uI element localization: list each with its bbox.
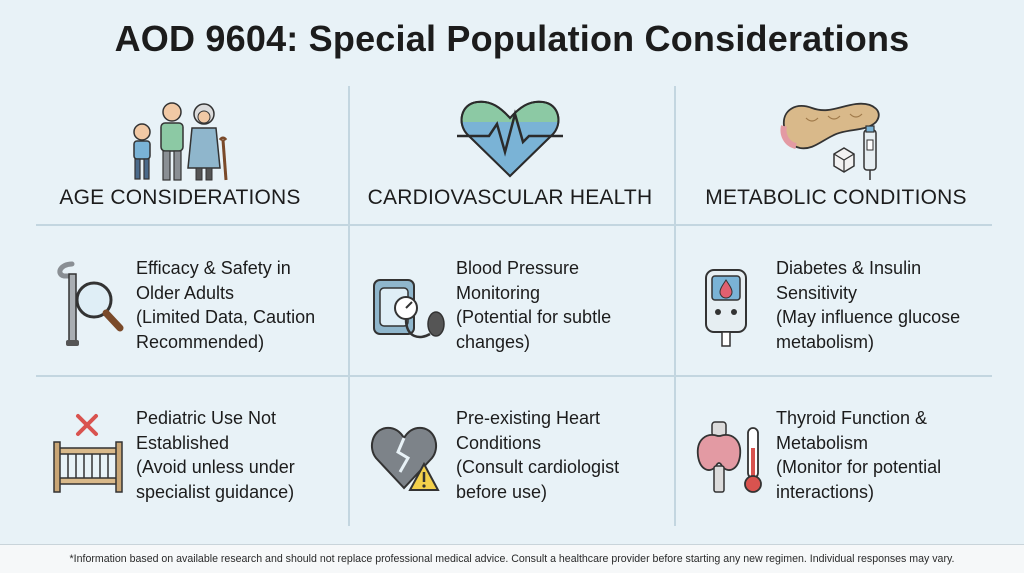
cell-title: Monitoring	[456, 282, 541, 303]
cell-note: (Consult cardiologist	[456, 457, 620, 477]
disclaimer-footer: *Information based on available research…	[0, 544, 1024, 573]
cell-title: Blood Pressure	[456, 258, 580, 278]
cell-title: Pre-existing Heart	[456, 408, 601, 428]
cell-text: Thyroid Function & Metabolism (Monitor f…	[776, 406, 988, 504]
cell-text: Blood Pressure Monitoring (Potential for…	[456, 256, 668, 354]
cell-diabetes: Diabetes & Insulin Sensitivity (May infl…	[680, 240, 990, 378]
row-divider	[36, 224, 992, 226]
column-age: AGE CONSIDERATIONS	[20, 92, 340, 222]
cell-title: Metabolism	[776, 432, 869, 453]
cell-title: Established	[136, 432, 230, 453]
cell-heart-conditions: Pre-existing Heart Conditions (Consult c…	[360, 390, 670, 528]
cell-note: (May influence glucose	[776, 307, 961, 327]
cell-note: (Limited Data, Caution	[136, 307, 316, 327]
cell-title: Older Adults	[136, 282, 235, 303]
cell-note: specialist guidance)	[136, 481, 295, 502]
thyroid-thermometer-icon	[696, 421, 762, 493]
cell-note: (Monitor for potential	[776, 457, 942, 477]
cell-note: changes)	[456, 331, 531, 352]
heartbeat-icon	[457, 100, 563, 178]
cell-older-adults: Efficacy & Safety in Older Adults (Limit…	[40, 240, 350, 378]
cell-text: Diabetes & Insulin Sensitivity (May infl…	[776, 256, 988, 354]
cell-text: Pre-existing Heart Conditions (Consult c…	[456, 406, 668, 504]
pancreas-insulin-icon	[780, 102, 880, 180]
column-divider	[348, 86, 350, 526]
cell-title: Sensitivity	[776, 282, 858, 303]
cell-title: Efficacy & Safety in	[136, 258, 291, 278]
column-heading: CARDIOVASCULAR HEALTH	[367, 186, 653, 209]
row-divider	[36, 375, 992, 377]
column-metabolic: METABOLIC CONDITIONS	[676, 92, 996, 222]
broken-heart-warning-icon	[370, 426, 440, 491]
cell-title: Thyroid Function &	[776, 408, 928, 428]
elderly-family-icon	[133, 102, 228, 181]
cell-note: before use)	[456, 481, 548, 502]
page-title: AOD 9604: Special Population Considerati…	[114, 18, 910, 59]
cell-note: metabolism)	[776, 331, 875, 352]
cell-title: Pediatric Use Not	[136, 408, 277, 428]
column-heading: AGE CONSIDERATIONS	[59, 186, 301, 209]
cell-blood-pressure: Blood Pressure Monitoring (Potential for…	[360, 240, 670, 378]
cell-title: Conditions	[456, 432, 542, 453]
cell-text: Pediatric Use Not Established (Avoid unl…	[136, 406, 348, 504]
cell-text: Efficacy & Safety in Older Adults (Limit…	[136, 256, 348, 354]
cell-thyroid: Thyroid Function & Metabolism (Monitor f…	[680, 390, 990, 528]
cell-pediatric: Pediatric Use Not Established (Avoid unl…	[40, 390, 350, 528]
cell-note: (Avoid unless under	[136, 457, 295, 477]
blood-pressure-monitor-icon	[373, 279, 445, 339]
cell-note: interactions)	[776, 481, 875, 502]
crib-cross-icon	[53, 414, 123, 493]
cell-note: (Potential for subtle	[456, 307, 612, 327]
cell-note: Recommended)	[136, 331, 265, 352]
glucose-meter-icon	[705, 269, 747, 347]
column-cardiovascular: CARDIOVASCULAR HEALTH	[350, 92, 670, 222]
column-divider	[674, 86, 676, 526]
cane-magnifier-icon	[57, 261, 124, 346]
cell-title: Diabetes & Insulin	[776, 258, 922, 278]
column-heading: METABOLIC CONDITIONS	[705, 186, 967, 209]
